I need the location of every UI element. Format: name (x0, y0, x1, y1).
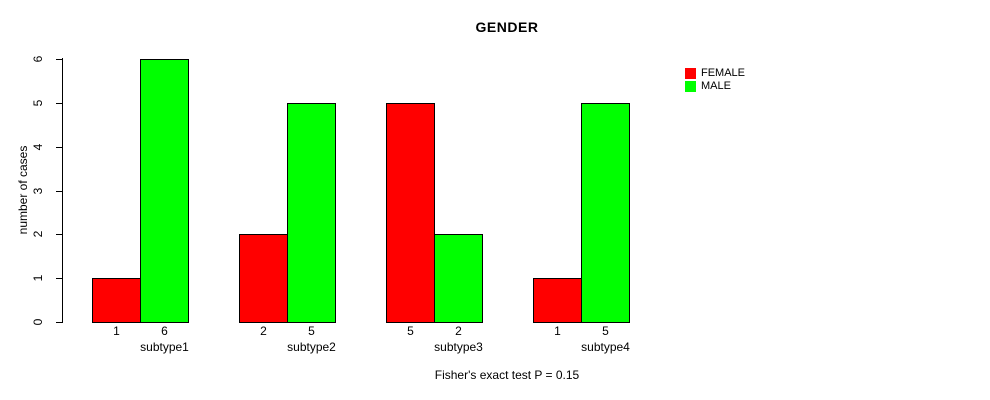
y-tick (56, 103, 63, 104)
bar-female-subtype1 (92, 278, 141, 323)
bar-male-subtype3 (434, 234, 483, 323)
y-tick-label: 0 (31, 318, 45, 326)
y-tick (56, 234, 63, 235)
y-tick (56, 59, 63, 60)
y-tick (56, 147, 63, 148)
bar-female-subtype3 (386, 103, 435, 323)
y-tick-label: 5 (31, 99, 45, 107)
legend-item-female: FEMALE (685, 67, 745, 80)
bar-male-subtype1 (140, 59, 189, 323)
male-color-swatch (685, 81, 696, 92)
category-label-subtype3: subtype3 (434, 340, 483, 354)
y-tick-label: 3 (31, 187, 45, 195)
chart-title: GENDER (475, 19, 539, 35)
bar-value-label: 1 (554, 324, 561, 338)
y-tick (56, 322, 63, 323)
female-color-swatch (685, 68, 696, 79)
y-tick (56, 191, 63, 192)
category-label-subtype1: subtype1 (140, 340, 189, 354)
legend: FEMALE MALE (685, 67, 745, 93)
bar-female-subtype2 (239, 234, 288, 323)
bar-value-label: 5 (308, 324, 315, 338)
legend-item-male: MALE (685, 80, 745, 93)
bar-male-subtype2 (287, 103, 336, 323)
y-tick-label: 6 (31, 55, 45, 63)
bar-value-label: 5 (407, 324, 414, 338)
bar-female-subtype4 (533, 278, 582, 323)
category-label-subtype2: subtype2 (287, 340, 336, 354)
bar-value-label: 1 (113, 324, 120, 338)
category-label-subtype4: subtype4 (581, 340, 630, 354)
y-tick-label: 4 (31, 143, 45, 151)
bar-value-label: 6 (161, 324, 168, 338)
y-tick-label: 2 (31, 230, 45, 238)
footnote: Fisher's exact test P = 0.15 (434, 368, 580, 382)
y-axis-label: number of cases (16, 145, 30, 235)
bar-value-label: 2 (260, 324, 267, 338)
legend-label-male: MALE (701, 80, 731, 92)
bar-male-subtype4 (581, 103, 630, 323)
y-tick-label: 1 (31, 274, 45, 282)
bar-value-label: 2 (455, 324, 462, 338)
y-tick (56, 278, 63, 279)
y-axis-line (62, 58, 63, 323)
bar-value-label: 5 (602, 324, 609, 338)
legend-label-female: FEMALE (701, 67, 746, 79)
